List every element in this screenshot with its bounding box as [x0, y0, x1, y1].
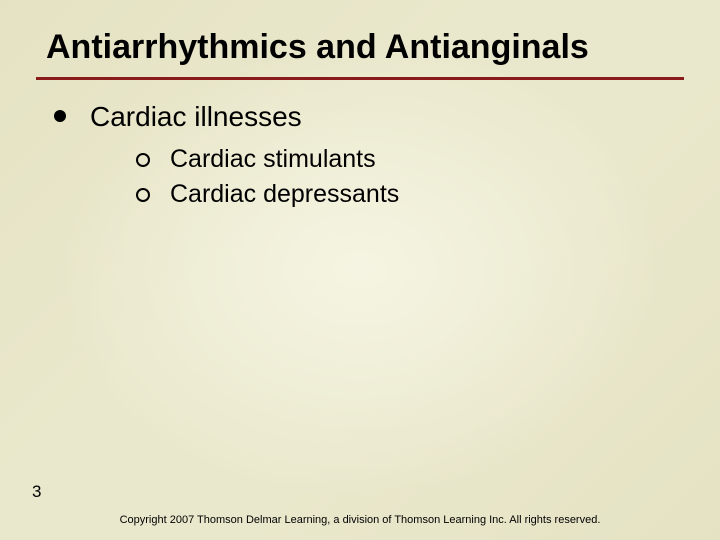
- bullet-list-level2: Cardiac stimulants Cardiac depressants: [130, 142, 684, 212]
- list-item: Cardiac depressants: [130, 177, 684, 212]
- slide: Antiarrhythmics and Antianginals Cardiac…: [0, 0, 720, 540]
- list-item-label: Cardiac stimulants: [170, 145, 376, 173]
- list-item: Cardiac stimulants: [130, 142, 684, 177]
- list-item-label: Cardiac depressants: [170, 180, 399, 208]
- slide-title: Antiarrhythmics and Antianginals: [46, 28, 684, 67]
- copyright-text: Copyright 2007 Thomson Delmar Learning, …: [0, 514, 720, 526]
- list-item-label: Cardiac illnesses: [90, 101, 302, 132]
- accent-line: [36, 77, 684, 80]
- bullet-list-level1: Cardiac illnesses Cardiac stimulants Car…: [48, 98, 684, 212]
- page-number: 3: [32, 482, 41, 502]
- list-item: Cardiac illnesses Cardiac stimulants Car…: [48, 98, 684, 212]
